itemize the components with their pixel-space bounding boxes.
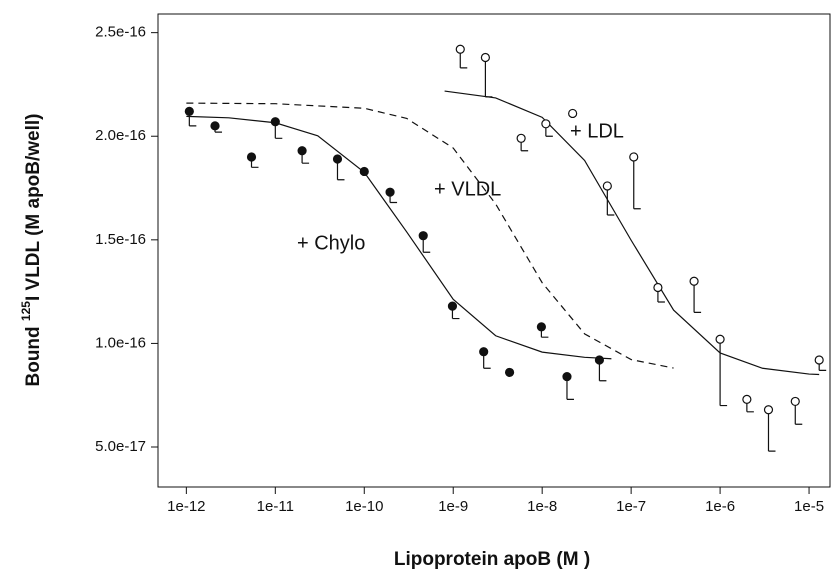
data-point: [184, 106, 194, 116]
data-point: [210, 121, 220, 131]
curve-label: + LDL: [570, 120, 624, 142]
plot-frame: [157, 13, 831, 488]
x-tick-label: 1e-6: [705, 498, 735, 515]
data-point: [602, 181, 612, 191]
y-label-part: Bound: [23, 321, 44, 386]
y-tick-label: 1.5e-16: [95, 231, 146, 248]
data-point: [715, 334, 725, 344]
data-point: [359, 166, 369, 177]
error-bar: [693, 281, 702, 313]
data-point: [418, 231, 428, 241]
y-label-part: I VLDL (M apoB/well): [23, 113, 44, 301]
y-axis-label: Bound 125I VLDL (M apoB/well): [19, 113, 44, 386]
y-tick-label: 2.5e-16: [95, 24, 146, 41]
error-bar: [767, 409, 776, 452]
x-tick-label: 1e-11: [257, 498, 294, 515]
curve-label: + VLDL: [434, 178, 501, 200]
x-tick-label: 1e-5: [794, 498, 824, 515]
data-point: [516, 133, 526, 143]
fit-curve: [186, 102, 674, 369]
data-point: [480, 52, 491, 63]
data-point: [479, 347, 489, 357]
x-tick-label: 1e-7: [616, 498, 646, 515]
data-point: [455, 44, 465, 54]
error-bar: [719, 339, 728, 407]
error-bar: [633, 156, 641, 210]
data-point: [270, 117, 280, 127]
data-point: [541, 119, 551, 129]
x-tick-label: 1e-12: [167, 498, 205, 515]
y-label-superscript: 125: [19, 301, 33, 321]
data-point: [562, 371, 572, 382]
data-point: [763, 405, 774, 415]
x-tick-label: 1e-9: [438, 498, 468, 515]
x-tick-label: 1e-8: [527, 498, 557, 515]
x-axis-label: Lipoprotein apoB (M ): [394, 549, 590, 570]
data-point: [536, 322, 546, 332]
y-tick-label: 5.0e-17: [95, 438, 146, 455]
data-point: [653, 282, 663, 293]
fit-curve: [444, 90, 820, 376]
data-point: [594, 355, 605, 365]
error-bar: [606, 185, 615, 216]
data-point: [629, 152, 639, 162]
data-point: [447, 301, 458, 311]
y-tick-label: 2.0e-16: [95, 127, 146, 144]
data-point: [246, 152, 257, 162]
curve-label: + Chylo: [297, 232, 365, 254]
data-point: [689, 276, 699, 286]
data-point: [814, 355, 824, 365]
fit-curve: [186, 115, 612, 360]
y-tick-label: 1.0e-16: [95, 334, 146, 351]
data-point: [332, 154, 343, 164]
data-point: [504, 367, 515, 378]
x-tick-label: 1e-10: [345, 498, 383, 515]
data-point: [742, 394, 752, 404]
data-point: [385, 187, 395, 197]
error-bar: [484, 57, 493, 98]
data-point: [297, 146, 307, 156]
data-point: [568, 108, 578, 119]
data-point: [790, 396, 800, 407]
